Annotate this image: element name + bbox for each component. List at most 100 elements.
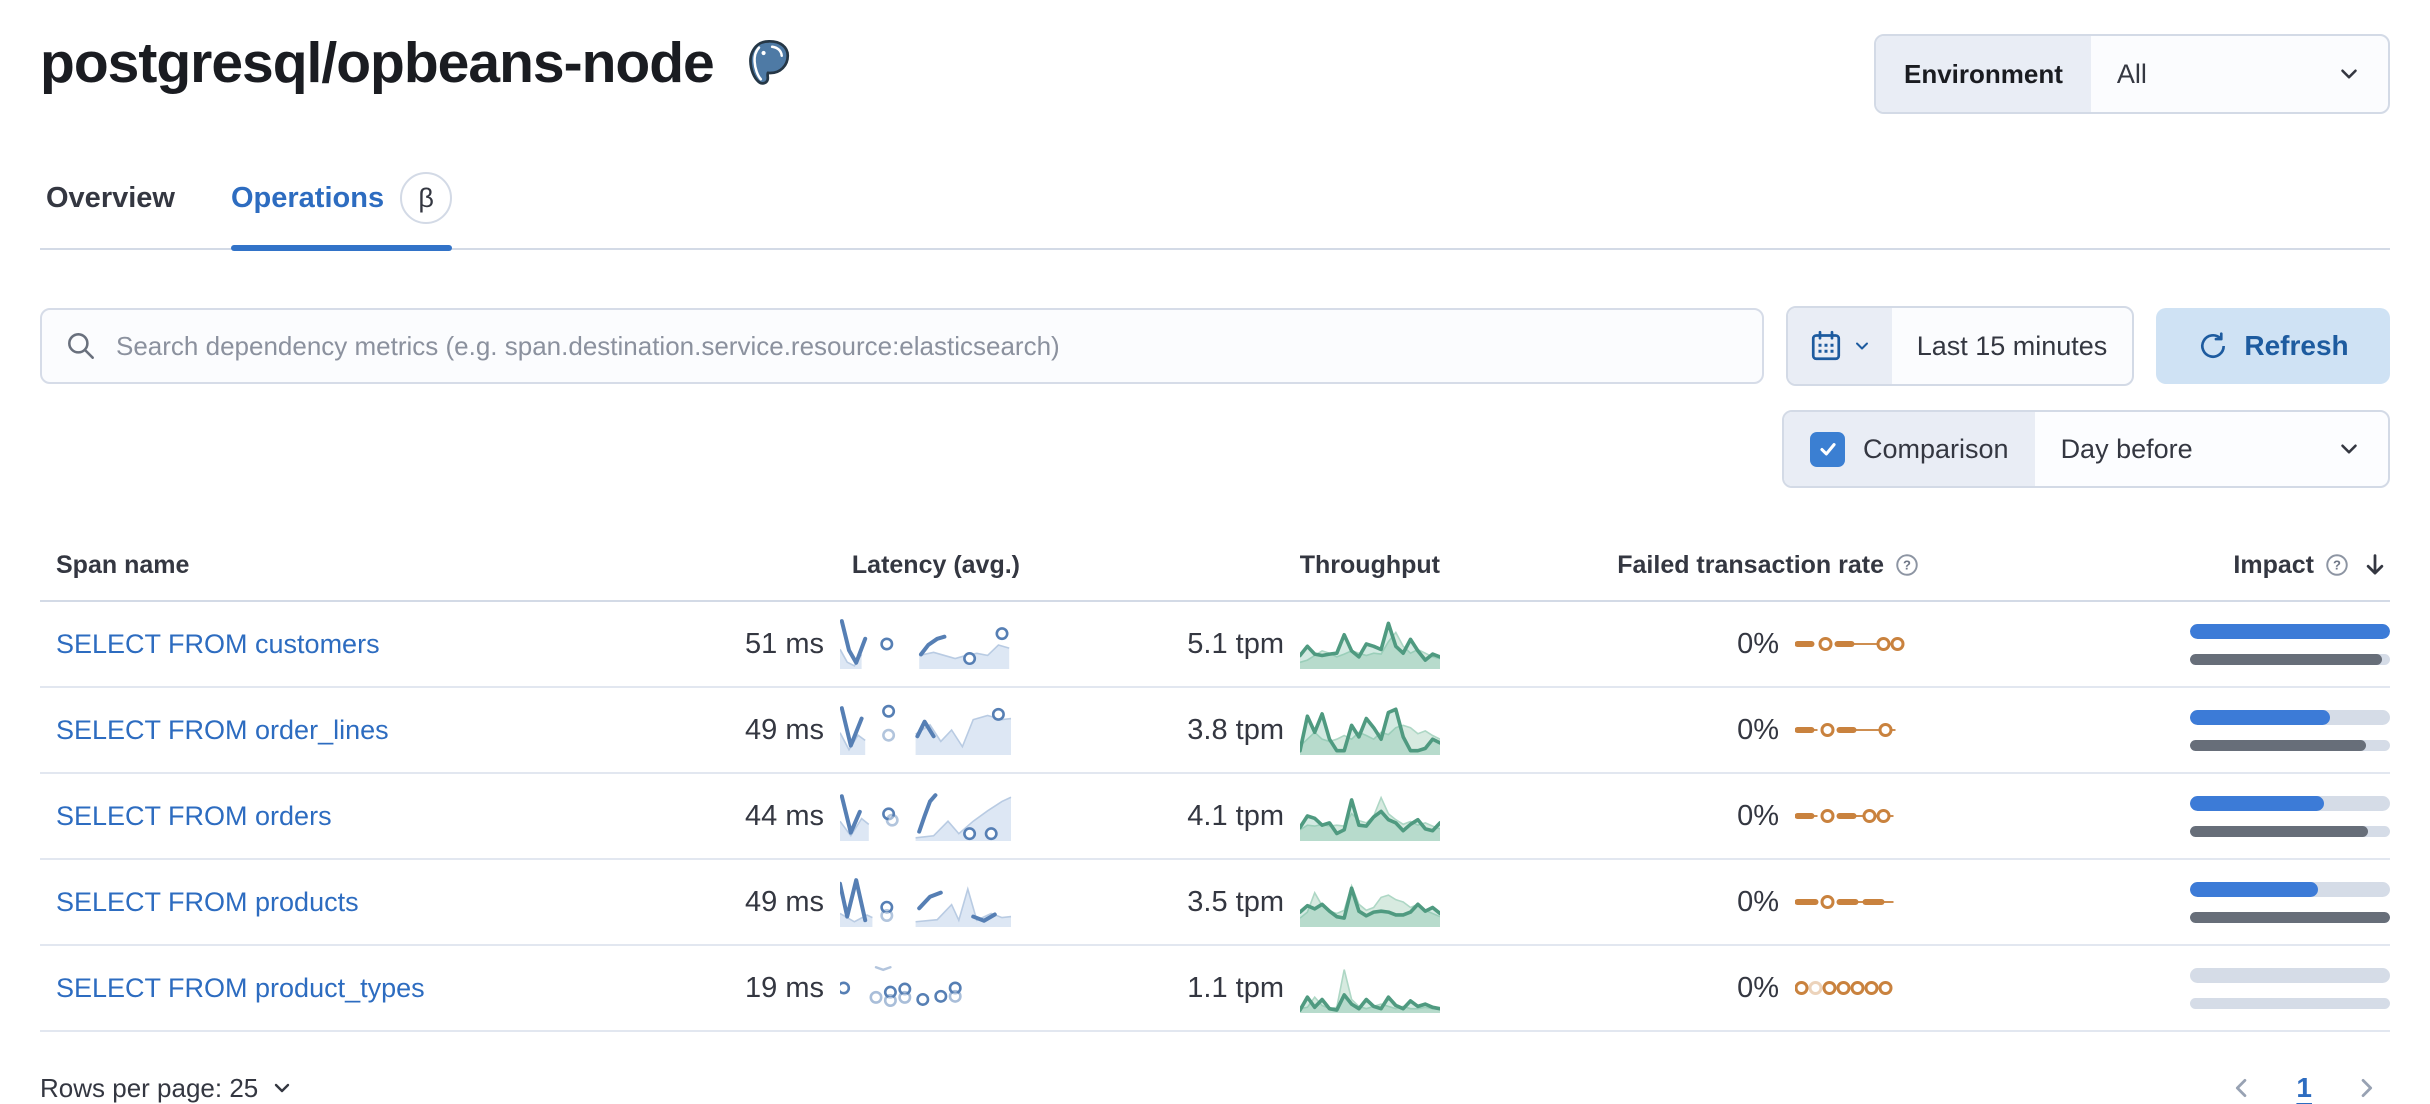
table-row: SELECT FROM order_lines 49 ms 3.8 tpm 0% (40, 688, 2390, 774)
latency-value: 49 ms (745, 885, 824, 918)
comparison-checkbox[interactable] (1810, 431, 1845, 467)
impact-cell (2190, 623, 2390, 665)
comparison-row: Comparison Day before (40, 410, 2390, 488)
page-header: postgresql/opbeans-node Environment All (40, 0, 2390, 114)
chevron-down-icon (270, 1076, 294, 1100)
failed-rate-cell: 0% (1440, 886, 1920, 919)
column-header-throughput[interactable]: Throughput (1299, 550, 1440, 579)
page-number[interactable]: 1 (2296, 1072, 2312, 1103)
latency-value: 49 ms (745, 713, 824, 746)
impact-bar-current (2190, 623, 2390, 639)
failed-rate-value: 0% (1737, 885, 1779, 918)
search-icon (64, 329, 98, 363)
table-header: Span name Latency (avg.) Throughput Fail… (40, 536, 2390, 602)
throughput-cell: 3.5 tpm (1020, 875, 1440, 929)
environment-value[interactable]: All (2091, 36, 2388, 112)
tab-overview[interactable]: Overview (46, 181, 175, 214)
table-body: SELECT FROM customers 51 ms 5.1 tpm 0% SELEC… (40, 602, 2390, 1032)
throughput-value: 3.5 tpm (1187, 885, 1284, 918)
throughput-sparkline (1300, 883, 1440, 927)
throughput-cell: 1.1 tpm (1020, 961, 1440, 1015)
span-name-link[interactable]: SELECT FROM product_types (56, 972, 425, 1003)
search-box (40, 308, 1764, 384)
impact-bar-current-fill (2190, 795, 2324, 811)
span-name-link[interactable]: SELECT FROM orders (56, 800, 332, 831)
impact-cell (2190, 795, 2390, 837)
table-row: SELECT FROM product_types 19 ms 1.1 tpm 0% (40, 946, 2390, 1032)
chevron-down-icon (2336, 436, 2362, 462)
failed-rate-sparkline (1795, 637, 1905, 651)
chevron-down-icon (1852, 336, 1872, 356)
failed-rate-sparkline (1795, 809, 1894, 823)
failed-rate-value: 0% (1737, 713, 1779, 746)
column-header-latency[interactable]: Latency (avg.) (851, 550, 1020, 579)
rows-per-page-button[interactable]: Rows per page: 25 (40, 1073, 294, 1104)
next-page-button[interactable] (2352, 1074, 2380, 1102)
table-row: SELECT FROM products 49 ms 3.5 tpm 0% (40, 860, 2390, 946)
latency-value: 19 ms (745, 971, 824, 1004)
column-header-impact[interactable]: Impact ? (2233, 550, 2390, 580)
search-input[interactable] (114, 329, 1740, 363)
impact-bar-current (2190, 881, 2390, 897)
time-range-value[interactable]: Last 15 minutes (1916, 330, 2108, 361)
span-name-cell: SELECT FROM order_lines (40, 715, 600, 746)
span-name-link[interactable]: SELECT FROM customers (56, 628, 380, 659)
latency-cell: 51 ms (600, 618, 1020, 670)
latency-sparkline (840, 793, 1012, 841)
table-footer: Rows per page: 25 1 (40, 1072, 2390, 1104)
comparison-checkbox-label[interactable]: Comparison (1784, 412, 2035, 486)
impact-bar-previous-fill (2190, 825, 2368, 837)
question-circle-icon[interactable]: ? (2324, 552, 2350, 578)
impact-bar-current (2190, 967, 2390, 983)
latency-cell: 44 ms (600, 790, 1020, 842)
throughput-value: 5.1 tpm (1187, 627, 1284, 660)
span-name-link[interactable]: SELECT FROM order_lines (56, 714, 389, 745)
tab-bar: Overview Operations β (40, 172, 2390, 251)
sort-desc-arrow-icon (2360, 550, 2390, 580)
failed-rate-value: 0% (1737, 627, 1779, 660)
toolbar: Last 15 minutes Refresh (40, 306, 2390, 386)
throughput-sparkline (1300, 621, 1440, 669)
date-picker-calendar-button[interactable] (1788, 308, 1892, 384)
column-header-failed-rate[interactable]: Failed transaction rate ? (1617, 551, 1920, 580)
impact-cell (2190, 967, 2390, 1009)
title-wrap: postgresql/opbeans-node (40, 30, 794, 96)
throughput-sparkline (1300, 707, 1440, 755)
refresh-button[interactable]: Refresh (2156, 308, 2390, 384)
page-title: postgresql/opbeans-node (40, 31, 715, 95)
span-name-cell: SELECT FROM products (40, 887, 600, 918)
latency-sparkline (840, 965, 962, 1007)
comparison-select[interactable]: Day before (2035, 412, 2388, 486)
failed-rate-value: 0% (1737, 971, 1779, 1004)
throughput-cell: 3.8 tpm (1020, 703, 1440, 757)
environment-label: Environment (1876, 36, 2091, 112)
failed-rate-cell: 0% (1440, 628, 1920, 661)
beta-badge: β (400, 172, 453, 224)
span-name-link[interactable]: SELECT FROM products (56, 886, 359, 917)
environment-select[interactable]: Environment All (1874, 34, 2390, 114)
failed-rate-cell: 0% (1440, 972, 1920, 1005)
impact-bar-previous (2190, 997, 2390, 1009)
failed-rate-value: 0% (1737, 799, 1779, 832)
postgresql-icon (744, 38, 794, 88)
impact-bar-current (2190, 795, 2390, 811)
column-header-span-name[interactable]: Span name (56, 550, 190, 579)
throughput-sparkline (1300, 795, 1440, 841)
impact-bar-previous (2190, 739, 2390, 751)
chevron-down-icon (2336, 61, 2362, 87)
impact-cell (2190, 881, 2390, 923)
latency-value: 44 ms (745, 799, 824, 832)
throughput-value: 3.8 tpm (1187, 713, 1284, 746)
tab-operations[interactable]: Operations β (230, 172, 453, 251)
impact-bar-previous (2190, 911, 2390, 923)
table-row: SELECT FROM customers 51 ms 5.1 tpm 0% (40, 602, 2390, 688)
failed-rate-cell: 0% (1440, 800, 1920, 833)
svg-text:?: ? (1903, 558, 1911, 573)
question-circle-icon[interactable]: ? (1894, 552, 1920, 578)
previous-page-button[interactable] (2228, 1074, 2256, 1102)
latency-cell: 49 ms (600, 876, 1020, 928)
pagination: 1 (2228, 1072, 2390, 1104)
failed-rate-sparkline (1795, 895, 1894, 909)
operations-table: Span name Latency (avg.) Throughput Fail… (40, 536, 2390, 1032)
